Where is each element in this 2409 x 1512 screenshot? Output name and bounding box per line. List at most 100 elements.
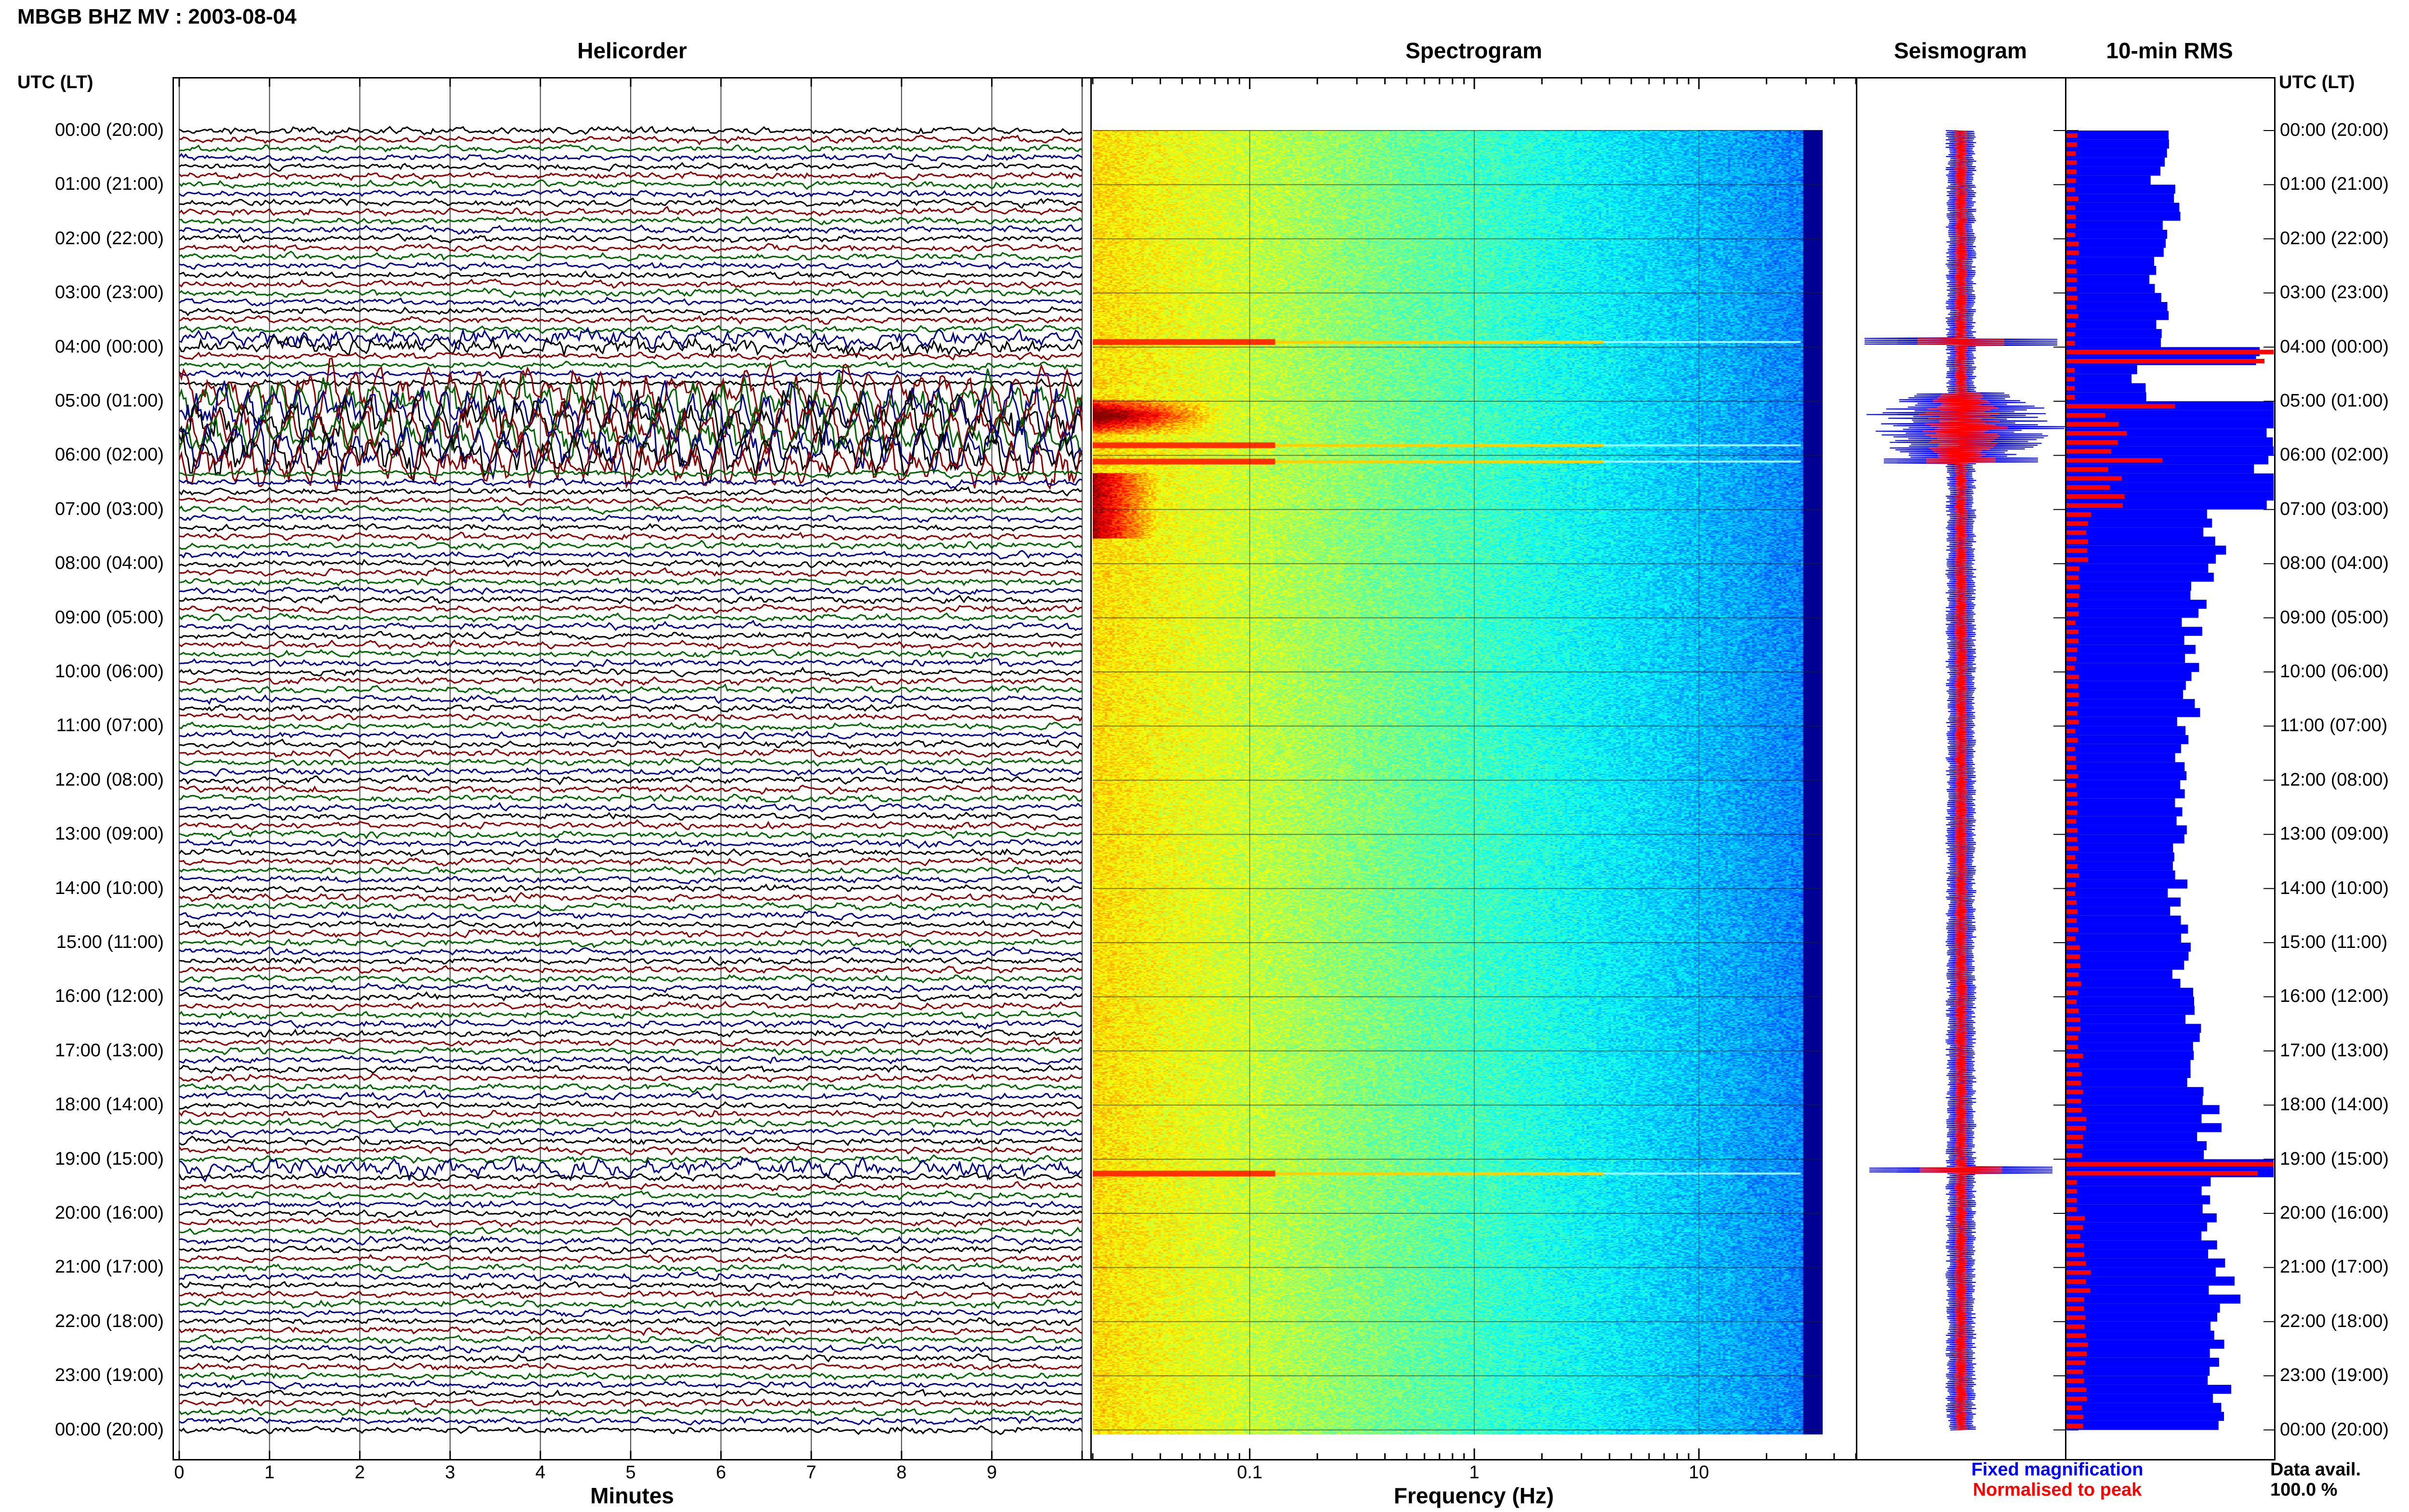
helicorder-trace <box>179 1253 1083 1263</box>
rms-bar-fixed <box>2066 166 2161 176</box>
rms-bar-fixed <box>2066 1367 2210 1376</box>
helicorder-title: Helicorder <box>577 38 687 63</box>
seismogram-fixed-trace <box>1864 130 2065 1431</box>
rms-bar-fixed <box>2066 717 2177 726</box>
helicorder-trace <box>179 369 1083 380</box>
rms-bar-normalised <box>2066 295 2078 301</box>
rms-bar-normalised <box>2066 539 2088 544</box>
rms-bar-fixed <box>2066 1420 2219 1430</box>
helicorder-trace <box>179 648 1083 659</box>
helicorder-trace <box>179 1073 1083 1083</box>
rms-bar-fixed <box>2066 888 2168 898</box>
rms-bar-normalised <box>2066 1333 2086 1338</box>
rms-bar-fixed <box>2066 537 2215 546</box>
rms-bar-normalised <box>2066 593 2079 598</box>
rms-bar-normalised <box>2066 819 2076 824</box>
legend-normalised: Normalised to peak <box>1972 1480 2142 1500</box>
helicorder-trace <box>178 1407 1083 1417</box>
helicorder-trace <box>179 1225 1083 1237</box>
rms-bar-normalised <box>2066 638 2079 644</box>
rms-bar-normalised <box>2066 1170 2258 1176</box>
helicorder-trace <box>179 738 1083 750</box>
rms-bar-normalised <box>2066 629 2079 634</box>
rms-bar-normalised <box>2066 1261 2086 1266</box>
time-label-right: 14:00 (10:00) <box>2280 878 2389 898</box>
rms-bar-normalised <box>2066 1315 2086 1320</box>
rms-bar-normalised <box>2066 1153 2082 1157</box>
time-label-left: 17:00 (13:00) <box>54 1040 164 1061</box>
rms-bar-normalised <box>2066 250 2079 255</box>
rms-bar-normalised <box>2066 287 2077 291</box>
helicorder-trace <box>179 162 1083 172</box>
helicorder-trace <box>179 1262 1083 1273</box>
rms-bar-normalised <box>2066 1351 2087 1356</box>
helicorder-trace <box>178 206 1083 217</box>
time-label-left: 02:00 (22:00) <box>54 228 164 249</box>
rms-bar-fixed <box>2066 464 2254 473</box>
time-label-left: 08:00 (04:00) <box>54 553 164 574</box>
rms-bar-normalised <box>2066 864 2078 869</box>
helicorder-trace <box>179 938 1083 948</box>
rms-bar-fixed <box>2066 1033 2200 1042</box>
helicorder-trace <box>178 848 1083 858</box>
rms-bar-normalised <box>2066 160 2077 165</box>
helicorder-x-tick-label: 0 <box>174 1462 185 1483</box>
rms-bar-normalised <box>2066 909 2078 914</box>
rms-bar-fixed <box>2066 699 2195 708</box>
rms-bar-fixed <box>2066 1412 2224 1421</box>
helicorder-trace <box>179 866 1083 876</box>
rms-bar-fixed <box>2066 897 2181 907</box>
helicorder-trace <box>179 766 1083 777</box>
helicorder-trace <box>179 774 1083 786</box>
time-label-left: 07:00 (03:00) <box>54 499 164 519</box>
rms-bar-fixed <box>2066 1276 2235 1286</box>
rms-bar-fixed <box>2066 311 2169 320</box>
rms-bar-fixed <box>2066 383 2146 393</box>
helicorder-trace <box>179 639 1083 650</box>
helicorder-trace <box>179 1154 1083 1165</box>
legend-fixed: Fixed magnification <box>1971 1459 2144 1480</box>
rms-bar-fixed <box>2066 572 2214 582</box>
rms-bar-normalised <box>2066 801 2078 806</box>
helicorder-trace <box>179 315 1083 326</box>
rms-bar-fixed <box>2066 581 2191 591</box>
rms-bar-fixed <box>2066 365 2137 374</box>
time-label-right: 10:00 (06:00) <box>2280 661 2389 682</box>
helicorder-trace <box>179 955 1083 966</box>
rms-bar-normalised <box>2066 1414 2084 1420</box>
rms-bar-normalised <box>2066 710 2078 715</box>
rms-bar-fixed <box>2066 175 2151 185</box>
helicorder-trace <box>179 703 1082 713</box>
rms-bar-fixed <box>2066 1006 2195 1015</box>
rms-bar-normalised <box>2066 1144 2083 1149</box>
helicorder-trace <box>179 1362 1083 1371</box>
rms-bar-normalised <box>2066 747 2075 751</box>
rms-bar-fixed <box>2066 1222 2207 1232</box>
time-label-right: 02:00 (22:00) <box>2280 228 2389 249</box>
helicorder-trace <box>179 1290 1083 1300</box>
rms-bar-normalised <box>2066 142 2077 147</box>
time-label-right: 11:00 (07:00) <box>2280 715 2388 736</box>
helicorder-trace <box>179 1100 1083 1110</box>
rms-bar-normalised <box>2066 1063 2079 1067</box>
rms-bar-fixed <box>2066 248 2164 257</box>
rms-bar-normalised <box>2066 1225 2083 1230</box>
helicorder-trace <box>178 1171 1083 1183</box>
rms-bar-normalised <box>2066 314 2078 318</box>
helicorder-trace <box>179 134 1083 145</box>
rms-bar-fixed <box>2066 211 2181 221</box>
rms-bar-normalised <box>2066 485 2110 490</box>
rms-bar-normalised <box>2066 1162 2274 1167</box>
spectrogram-x-tick-label: 10 <box>1689 1462 1709 1483</box>
time-label-right: 23:00 (19:00) <box>2280 1365 2389 1386</box>
helicorder-trace <box>179 991 1083 1002</box>
rms-bar-fixed <box>2066 410 2274 420</box>
spectrogram-xlabel: Frequency (Hz) <box>1393 1483 1554 1508</box>
time-label-right: 20:00 (16:00) <box>2280 1203 2389 1223</box>
rms-bar-fixed <box>2066 1285 2209 1295</box>
helicorder-trace <box>179 1089 1083 1102</box>
time-label-left: 14:00 (10:00) <box>54 878 164 898</box>
time-label-left: 05:00 (01:00) <box>54 391 164 411</box>
rms-bar-normalised <box>2066 936 2076 941</box>
rms-bar-fixed <box>2066 1357 2219 1367</box>
